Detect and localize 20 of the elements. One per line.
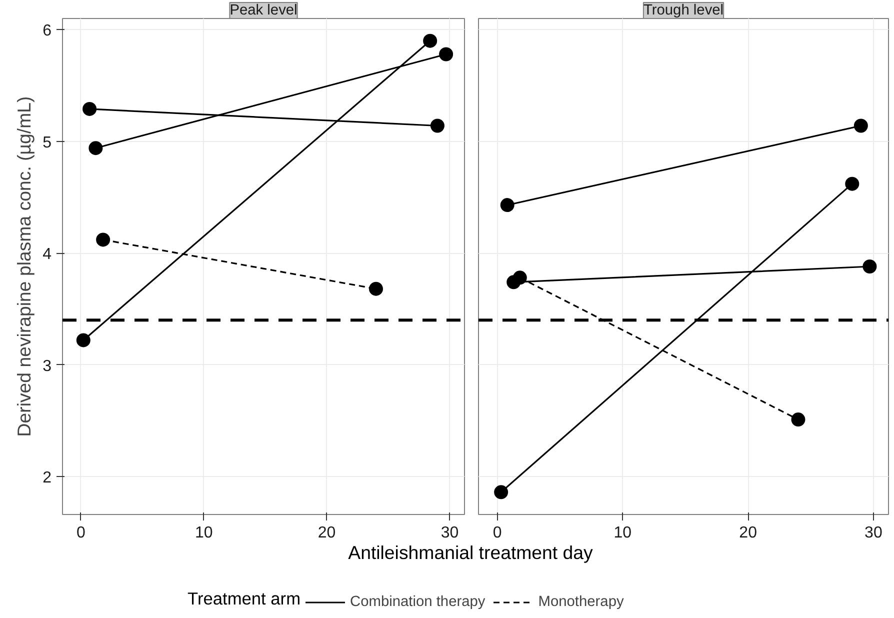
y-tick-label: 5 [42,134,52,152]
x-axis-title: Antileishmanial treatment day [348,542,594,563]
x-tick-label: 10 [194,524,213,542]
x-tick-label: 30 [864,524,882,542]
y-tick-label: 2 [42,470,52,487]
x-tick-label: 20 [318,524,336,542]
legend-title: Treatment arm [188,588,301,608]
x-tick-label: 30 [440,524,459,542]
x-tick-label: 10 [614,524,632,542]
legend-label: Combination therapy [350,594,486,610]
y-tick-label: 6 [42,22,52,40]
x-tick-label: 20 [739,524,758,542]
chart-title: Trough level [643,2,724,18]
x-tick-label: 0 [76,524,86,542]
y-tick-label: 4 [42,246,52,264]
legend-label: Monotherapy [538,594,624,610]
y-tick-label: 3 [42,358,52,375]
chart-title: Peak level [230,2,298,18]
x-tick-label: 0 [492,524,502,542]
y-axis-title: Derived nevirapine plasma conc. (µg/mL) [14,96,35,437]
